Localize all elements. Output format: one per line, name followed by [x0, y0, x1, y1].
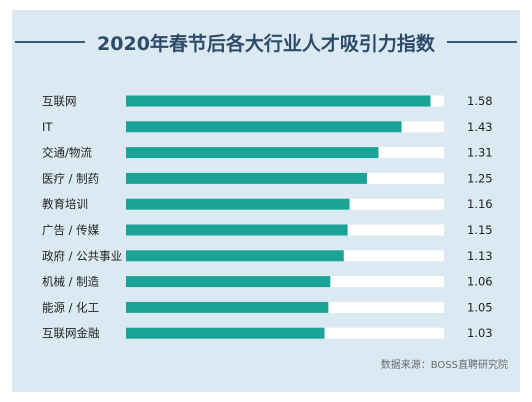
bar: [126, 250, 344, 262]
category-label: 互联网: [42, 94, 77, 108]
bar: [126, 224, 348, 236]
category-label: IT: [42, 120, 53, 134]
category-label: 能源 / 化工: [42, 300, 99, 314]
value-label: 1.13: [467, 249, 493, 263]
value-label: 1.16: [467, 197, 493, 211]
title-left-rule: [15, 41, 86, 43]
bar: [126, 95, 431, 107]
title-row: 2020年春节后各大行业人才吸引力指数: [12, 30, 520, 55]
value-label: 1.15: [467, 223, 493, 237]
bar: [126, 301, 329, 313]
bar: [126, 172, 367, 184]
bar: [126, 198, 350, 210]
category-label: 政府 / 公共事业: [42, 249, 122, 263]
bar: [126, 276, 331, 288]
value-label: 1.05: [467, 300, 493, 314]
value-label: 1.25: [467, 171, 493, 185]
value-label: 1.03: [467, 326, 493, 340]
value-label: 1.31: [467, 146, 493, 160]
value-label: 1.58: [467, 94, 493, 108]
title-right-rule: [446, 41, 517, 43]
chart-title: 2020年春节后各大行业人才吸引力指数: [97, 32, 435, 55]
bar: [126, 147, 379, 159]
category-label: 医疗 / 制药: [42, 171, 99, 185]
value-label: 1.06: [467, 275, 493, 289]
category-label: 广告 / 传媒: [42, 223, 100, 237]
category-label: 交通/物流: [42, 146, 92, 160]
category-label: 教育培训: [42, 197, 88, 211]
category-label: 机械 / 制造: [42, 275, 100, 289]
bar: [126, 327, 325, 339]
bar: [126, 121, 402, 133]
category-label: 互联网金融: [42, 326, 100, 340]
value-label: 1.43: [467, 120, 493, 134]
source-note: 数据来源：BOSS直聘研究院: [380, 360, 508, 371]
